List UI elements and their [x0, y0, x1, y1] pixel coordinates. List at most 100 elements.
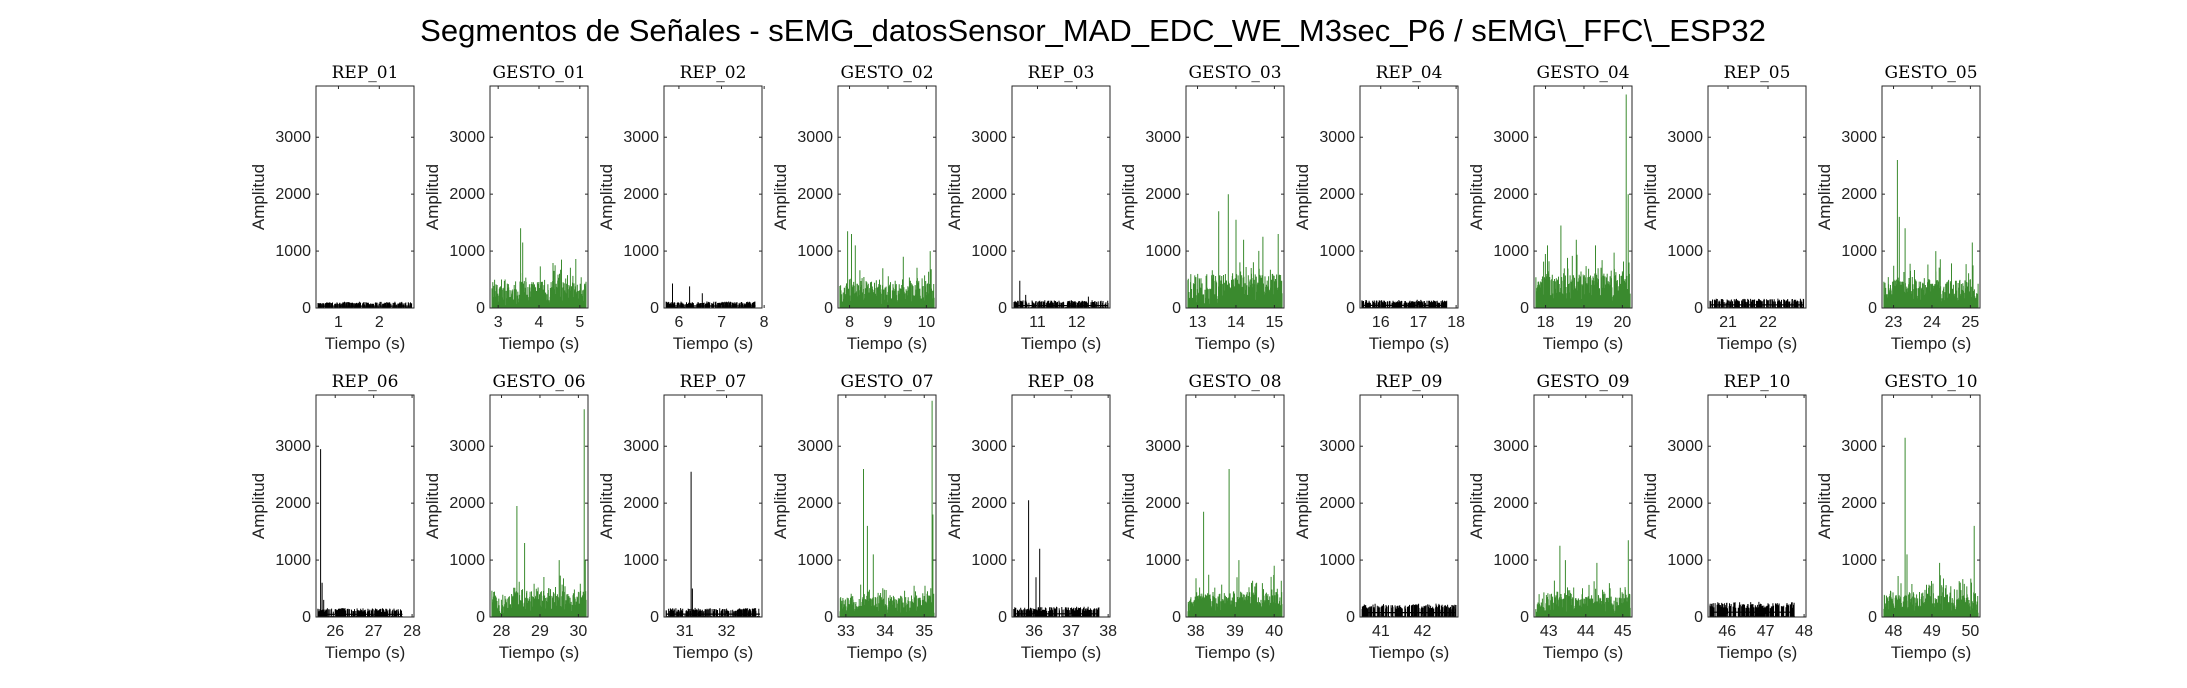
y-tick-label: 2000	[623, 495, 659, 512]
subplot-rep-01: REP_01 0 1000 2000 3000 1 2 Tiempo (s) Amplitud	[249, 63, 415, 353]
subplot-title: GESTO_04	[1536, 63, 1629, 83]
x-tick-label: 42	[1414, 623, 1432, 640]
signal-trace	[1709, 298, 1805, 308]
signal-trace	[1709, 601, 1795, 617]
signal-trace	[839, 231, 935, 308]
subplot-rep-06: REP_06 0 1000 2000 3000 26 27 28 Tiempo (s) Ampli…	[249, 372, 421, 662]
y-tick-label: 1000	[275, 552, 311, 569]
y-tick-label: 3000	[623, 438, 659, 455]
y-axis-label: Amplitud	[1293, 164, 1312, 230]
y-tick-label: 2000	[797, 186, 833, 203]
subplot-title: GESTO_10	[1884, 372, 1977, 392]
subplot-gesto-10: GESTO_10 0 1000 2000 3000 48 49 50 Tiempo (s) Amp…	[1815, 372, 1981, 662]
y-tick-label: 2000	[1841, 495, 1877, 512]
y-tick-label: 3000	[275, 129, 311, 146]
y-tick-label: 2000	[275, 495, 311, 512]
y-tick-label: 0	[650, 609, 659, 626]
subplot-gesto-02: GESTO_02 0 1000 2000 3000 8 9 10 Tiempo (s) Ampli…	[771, 63, 937, 353]
x-tick-label: 18	[1447, 314, 1465, 331]
x-tick-label: 27	[365, 623, 383, 640]
x-tick-label: 3	[494, 314, 503, 331]
x-tick-label: 15	[1265, 314, 1283, 331]
y-axis-label: Amplitud	[1641, 473, 1660, 539]
axes-box	[1881, 394, 1981, 618]
x-tick-label: 47	[1757, 623, 1775, 640]
y-tick-label: 2000	[797, 495, 833, 512]
x-tick-label: 38	[1099, 623, 1117, 640]
y-tick-label: 1000	[971, 552, 1007, 569]
x-tick-label: 48	[1795, 623, 1813, 640]
subplot-title: REP_08	[1028, 372, 1095, 392]
y-tick-label: 0	[476, 300, 485, 317]
x-tick-label: 23	[1885, 314, 1903, 331]
y-tick-label: 0	[1172, 609, 1181, 626]
x-tick-label: 2	[375, 314, 384, 331]
signal-trace	[1187, 469, 1283, 617]
x-tick-label: 40	[1265, 623, 1283, 640]
subplot-rep-03: REP_03 0 1000 2000 3000 11 12 Tiempo (s) Amplitu…	[945, 63, 1111, 353]
y-tick-label: 2000	[1319, 186, 1355, 203]
subplot-title: REP_04	[1376, 63, 1443, 83]
x-tick-label: 18	[1537, 314, 1555, 331]
y-tick-label: 1000	[1493, 243, 1529, 260]
axes-box	[1185, 394, 1285, 618]
x-axis-label: Tiempo (s)	[1891, 334, 1972, 353]
y-tick-label: 0	[476, 609, 485, 626]
x-tick-label: 4	[535, 314, 544, 331]
y-tick-label: 2000	[1145, 495, 1181, 512]
y-axis-label: Amplitud	[1641, 164, 1660, 230]
x-tick-label: 46	[1718, 623, 1736, 640]
signal-trace	[317, 449, 403, 617]
y-tick-label: 2000	[1667, 186, 1703, 203]
x-axis-label: Tiempo (s)	[847, 643, 928, 662]
axes-box	[663, 85, 763, 309]
y-tick-label: 1000	[1667, 552, 1703, 569]
y-tick-label: 0	[824, 300, 833, 317]
y-tick-label: 2000	[1493, 495, 1529, 512]
x-axis-label: Tiempo (s)	[1717, 643, 1798, 662]
axes-box	[315, 394, 415, 618]
x-tick-label: 1	[334, 314, 343, 331]
y-tick-label: 2000	[275, 186, 311, 203]
subplot-title: REP_02	[680, 63, 747, 83]
x-tick-label: 13	[1189, 314, 1207, 331]
y-tick-label: 1000	[1319, 552, 1355, 569]
x-tick-label: 10	[917, 314, 935, 331]
signal-trace	[1883, 160, 1979, 308]
y-tick-label: 2000	[971, 495, 1007, 512]
x-axis-label: Tiempo (s)	[847, 334, 928, 353]
y-tick-label: 3000	[1319, 438, 1355, 455]
y-axis-label: Amplitud	[423, 164, 442, 230]
y-axis-label: Amplitud	[1815, 164, 1834, 230]
y-tick-label: 1000	[797, 552, 833, 569]
x-tick-label: 14	[1227, 314, 1245, 331]
axes-box	[1707, 394, 1807, 618]
subplot-gesto-08: GESTO_08 0 1000 2000 3000 38 39 40 Tiempo (s) Amp…	[1119, 372, 1285, 662]
y-tick-label: 1000	[449, 552, 485, 569]
signal-trace	[1013, 500, 1100, 617]
x-tick-label: 29	[531, 623, 549, 640]
signal-trace	[317, 301, 413, 308]
x-tick-label: 8	[760, 314, 769, 331]
y-tick-label: 0	[998, 300, 1007, 317]
x-tick-label: 35	[915, 623, 933, 640]
x-tick-label: 26	[326, 623, 344, 640]
signal-trace	[1535, 540, 1631, 617]
y-axis-label: Amplitud	[249, 473, 268, 539]
subplot-title: REP_07	[680, 372, 747, 392]
y-tick-label: 1000	[1841, 243, 1877, 260]
y-tick-label: 0	[650, 300, 659, 317]
y-tick-label: 3000	[1841, 129, 1877, 146]
subplot-title: REP_09	[1376, 372, 1443, 392]
y-tick-label: 0	[302, 300, 311, 317]
x-tick-label: 9	[884, 314, 893, 331]
y-tick-label: 1000	[971, 243, 1007, 260]
y-axis-label: Amplitud	[945, 473, 964, 539]
y-tick-label: 1000	[275, 243, 311, 260]
x-tick-label: 8	[845, 314, 854, 331]
y-tick-label: 1000	[1667, 243, 1703, 260]
y-axis-label: Amplitud	[1467, 473, 1486, 539]
y-axis-label: Amplitud	[945, 164, 964, 230]
y-tick-label: 0	[1868, 300, 1877, 317]
